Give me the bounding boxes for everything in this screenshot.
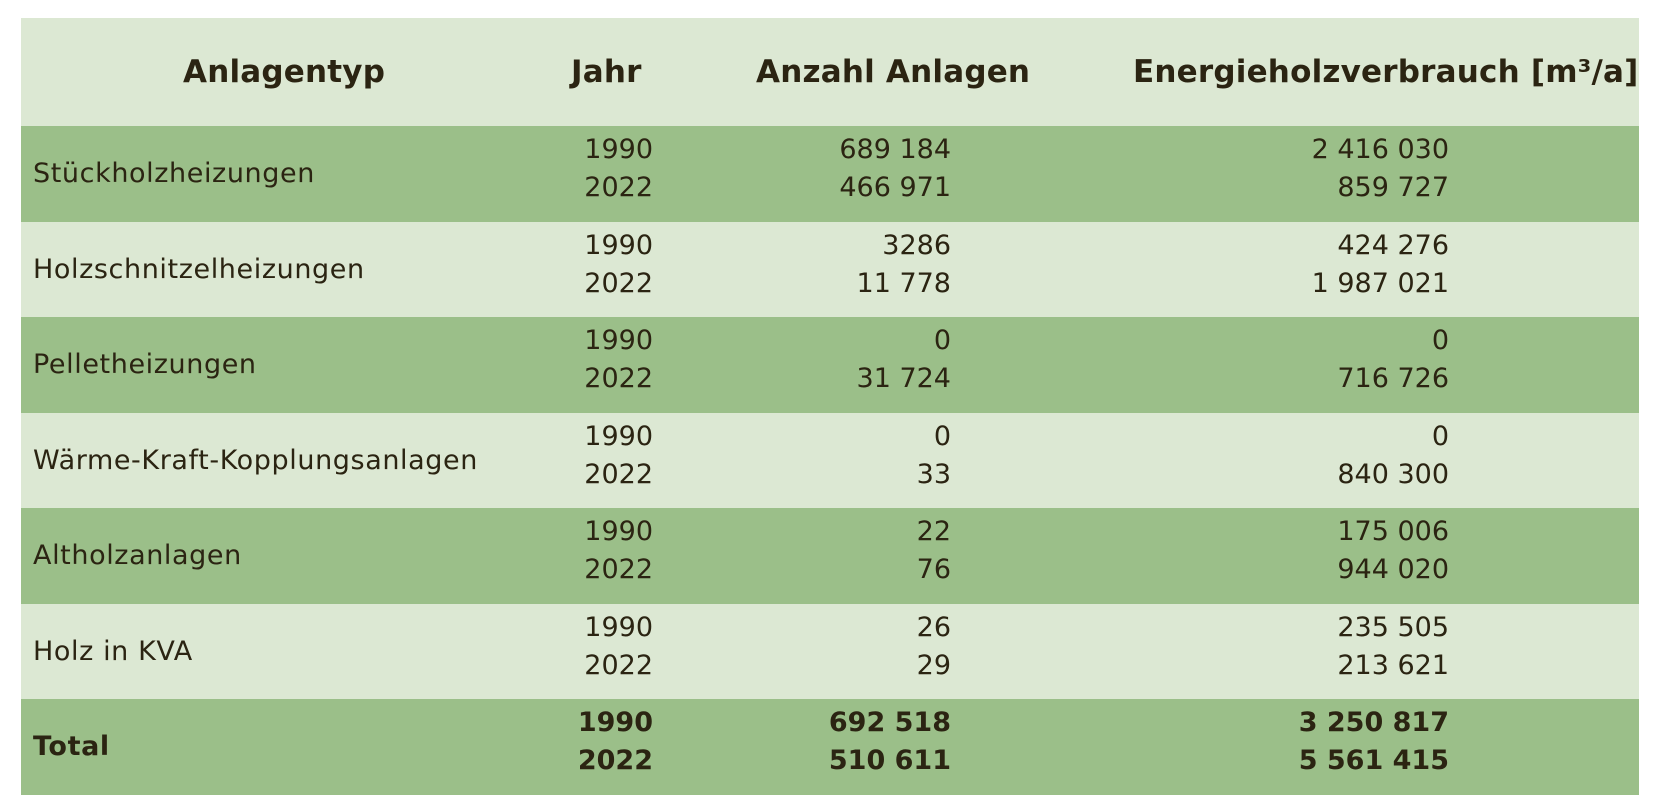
row-count-1990: 22 [916, 516, 951, 547]
total-count-1990: 692 518 [828, 707, 951, 738]
row-energy-1990: 2 416 030 [1311, 134, 1449, 165]
total-year-2022: 2022 [577, 745, 653, 776]
row-count-1990: 3286 [882, 229, 951, 261]
row-year-2022: 2022 [584, 649, 653, 681]
row-energy-2022: 716 726 [1337, 363, 1449, 394]
row-energy-2022: 944 020 [1337, 554, 1449, 585]
energy-wood-table: Anlagentyp Jahr Anzahl Anlagen Energieho… [21, 18, 1639, 795]
row-count-2022: 466 971 [839, 172, 951, 203]
row-year-2022: 2022 [584, 554, 653, 585]
table-row: Wärme-Kraft-Kopplungsanlagen 1990 2022 0… [21, 412, 1639, 508]
row-count-2022: 11 778 [856, 267, 951, 299]
table-header: Anlagentyp Jahr Anzahl Anlagen Energieho… [21, 18, 1639, 126]
total-energy-2022: 5 561 415 [1298, 745, 1449, 776]
table-row: Pelletheizungen 1990 2022 0 31 724 0 716… [21, 317, 1639, 413]
row-count-1990: 26 [916, 611, 951, 643]
row-year-1990: 1990 [584, 611, 653, 643]
table-row: Holzschnitzelheizungen 1990 2022 3286 11… [21, 221, 1639, 317]
row-year-2022: 2022 [584, 458, 653, 490]
row-energy-2022: 1 987 021 [1311, 267, 1449, 299]
table-row: Altholzanlagen 1990 2022 22 76 175 006 9… [21, 508, 1639, 604]
row-energy-2022: 840 300 [1337, 458, 1449, 490]
row-energy-1990: 0 [1431, 420, 1449, 452]
row-energy-2022: 859 727 [1337, 172, 1449, 203]
row-year-2022: 2022 [584, 172, 653, 203]
row-year-1990: 1990 [584, 325, 653, 356]
row-count-2022: 31 724 [856, 363, 951, 394]
row-energy-1990: 175 006 [1337, 516, 1449, 547]
row-energy-1990: 424 276 [1337, 229, 1449, 261]
row-count-2022: 29 [916, 649, 951, 681]
row-type: Pelletheizungen [33, 349, 257, 381]
row-year-1990: 1990 [584, 420, 653, 452]
row-count-2022: 76 [916, 554, 951, 585]
total-label: Total [33, 731, 110, 763]
row-type: Holzschnitzelheizungen [33, 253, 365, 285]
header-count: Anzahl Anlagen [756, 54, 1031, 90]
row-count-1990: 0 [933, 420, 951, 452]
total-count-2022: 510 611 [828, 745, 951, 776]
table-row: Stückholzheizungen 1990 2022 689 184 466… [21, 126, 1639, 222]
row-count-1990: 689 184 [839, 134, 951, 165]
header-type: Anlagentyp [183, 54, 386, 90]
row-year-1990: 1990 [584, 134, 653, 165]
row-type: Holz in KVA [33, 635, 193, 667]
total-energy-1990: 3 250 817 [1298, 707, 1449, 738]
row-type: Wärme-Kraft-Kopplungsanlagen [33, 444, 478, 476]
row-year-1990: 1990 [584, 516, 653, 547]
total-year-1990: 1990 [577, 707, 653, 738]
row-energy-2022: 213 621 [1337, 649, 1449, 681]
table-row-total: Total 1990 2022 692 518 510 611 3 250 81… [21, 699, 1639, 795]
row-energy-1990: 0 [1431, 325, 1449, 356]
row-type: Stückholzheizungen [33, 158, 315, 190]
row-energy-1990: 235 505 [1337, 611, 1449, 643]
row-type: Altholzanlagen [33, 540, 242, 572]
header-energy: Energieholzverbrauch [m³/a] [1133, 54, 1639, 90]
row-year-1990: 1990 [584, 229, 653, 261]
header-year: Jahr [571, 54, 642, 90]
row-year-2022: 2022 [584, 267, 653, 299]
row-count-2022: 33 [916, 458, 951, 490]
row-year-2022: 2022 [584, 363, 653, 394]
row-count-1990: 0 [933, 325, 951, 356]
table-row: Holz in KVA 1990 2022 26 29 235 505 213 … [21, 603, 1639, 699]
